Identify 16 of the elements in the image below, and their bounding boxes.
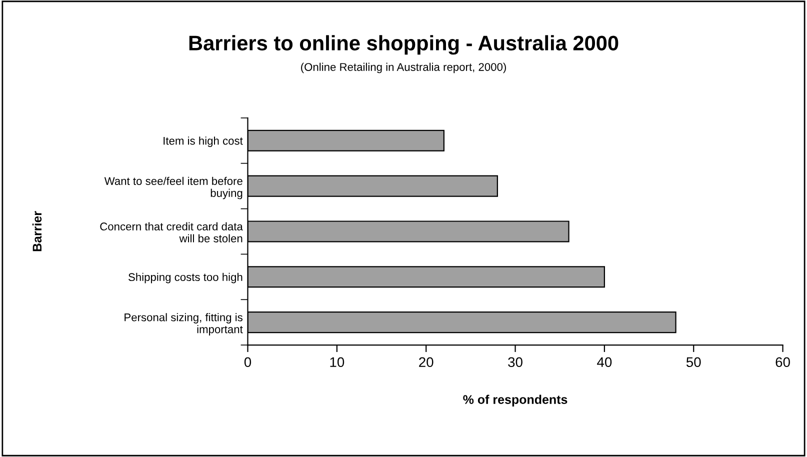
x-axis-title: % of respondents [463,394,568,406]
x-tick-label: 30 [508,357,522,368]
y-axis-title: Barrier [32,211,42,252]
y-tick-label: Shipping costs too high [128,272,242,284]
x-tick-label: 20 [419,357,434,368]
x-tick-label: 40 [597,357,612,368]
y-tick-label: Want to see/feel item before buying [104,176,242,200]
x-tick-label: 0 [244,357,252,368]
chart-title: Barriers to online shopping - Australia 2000 [189,35,618,55]
chart-subtitle: (Online Retailing in Australia report, 2000) [301,62,506,74]
x-tick-label: 50 [686,357,701,368]
y-tick-label: Item is high cost [164,136,243,147]
x-tick-label: 10 [330,357,344,368]
y-tick-label: Personal sizing, fitting is important [124,313,243,336]
x-tick-label: 60 [776,357,790,368]
y-tick-label: Concern that credit card data will be stolen [100,222,243,242]
